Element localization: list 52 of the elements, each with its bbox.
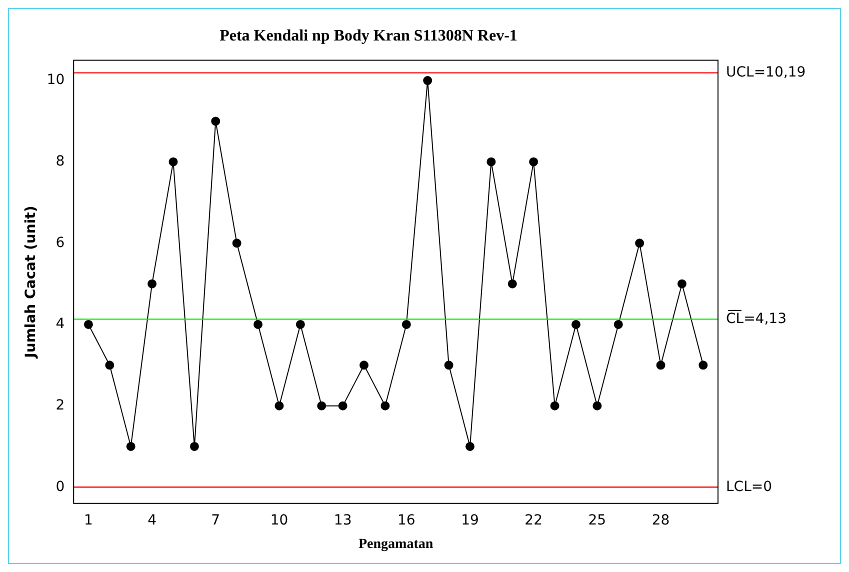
point [614, 320, 623, 329]
point [656, 360, 666, 370]
x-axis-title: Pengamatan [358, 537, 434, 552]
point [677, 279, 686, 288]
point [550, 401, 560, 410]
x-tick-label: 28 [652, 512, 670, 528]
point [105, 360, 114, 370]
x-tick-label: 25 [588, 512, 606, 528]
y-tick-label: 8 [56, 153, 65, 170]
point [254, 320, 263, 329]
point [465, 442, 474, 451]
x-tick-label: 4 [148, 512, 157, 528]
point [126, 442, 136, 451]
point [317, 401, 326, 410]
point [635, 238, 644, 248]
x-tick-label: 19 [461, 512, 479, 528]
point [508, 279, 517, 288]
point [486, 157, 496, 166]
point [360, 360, 369, 370]
point [84, 320, 93, 329]
point [444, 360, 454, 370]
y-tick-label: 0 [56, 478, 65, 495]
ref-line-label: UCL=10,19 [726, 64, 806, 80]
point [274, 401, 284, 410]
point [423, 76, 432, 86]
point [698, 360, 708, 370]
point [168, 157, 178, 166]
y-tick-label: 4 [56, 316, 65, 332]
point [592, 401, 602, 410]
point [338, 401, 348, 410]
y-tick-label: 2 [56, 397, 65, 414]
x-tick-label: 16 [397, 512, 416, 528]
point [232, 238, 242, 248]
point [190, 442, 199, 451]
y-axis-title: Jumlah Cacat (unit) [23, 206, 40, 359]
x-tick-label: 13 [334, 512, 352, 528]
chart-title: Peta Kendali np Body Kran S11308N Rev-1 [220, 28, 518, 45]
point [571, 320, 580, 329]
point [296, 320, 305, 329]
x-tick-label: 7 [211, 512, 220, 528]
point [380, 401, 390, 410]
y-tick-label: 10 [46, 72, 65, 88]
point [529, 157, 538, 166]
y-tick-label: 6 [56, 234, 65, 251]
x-tick-label: 10 [270, 512, 288, 528]
ref-line-label: LCL=0 [726, 478, 772, 495]
point [148, 279, 157, 288]
point [211, 116, 220, 126]
x-tick-label: 1 [84, 512, 93, 528]
x-tick-label: 22 [524, 512, 542, 528]
point [402, 320, 411, 329]
ref-line-label: C̅L̅=4,13 [726, 309, 786, 327]
